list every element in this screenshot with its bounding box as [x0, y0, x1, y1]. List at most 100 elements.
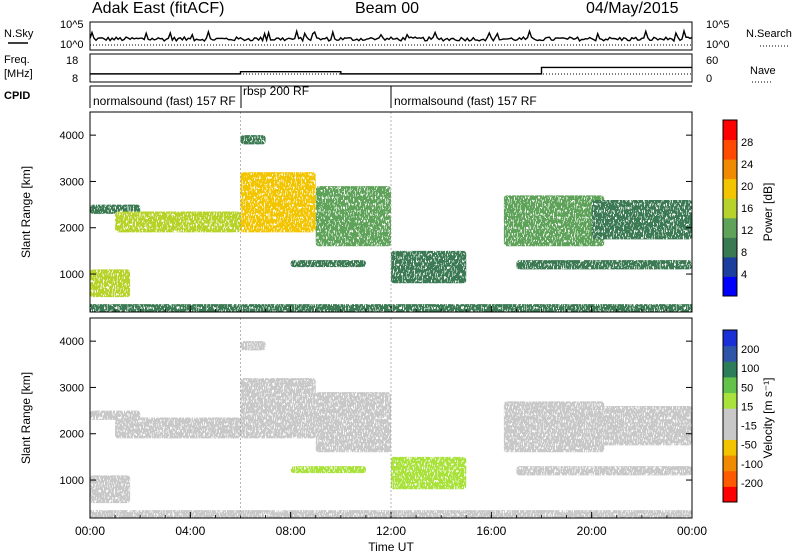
- velocity-feature-9: [516, 466, 692, 476]
- colorbar-frame: [722, 119, 738, 297]
- colorbar-tick-label: 20: [741, 181, 753, 193]
- date-title: 04/May/2015: [586, 0, 679, 17]
- noise-panel: N.Sky 10^5 10^0 10^5 10^0 N.Search: [4, 19, 792, 51]
- x-tick-label: 12:00: [376, 524, 406, 538]
- velocity-feature-7: [391, 456, 467, 490]
- colorbar-swatch: [723, 159, 737, 180]
- power-scatter: [90, 135, 692, 312]
- colorbar-swatch: [723, 486, 737, 503]
- velocity-scatter: [90, 341, 692, 518]
- x-tick-label: 04:00: [175, 524, 205, 538]
- noise-tick-left-bottom: 10^0: [60, 39, 84, 51]
- noise-tick-right-bottom: 10^0: [706, 39, 730, 51]
- colorbar-swatch: [723, 376, 737, 394]
- colorbar-tick-label: 15: [741, 401, 753, 413]
- freq-tick-top: 18: [66, 55, 78, 67]
- velocity-feature-0: [90, 475, 131, 504]
- colorbar-tick-label: -15: [741, 421, 757, 433]
- power-feature-10: [591, 199, 692, 240]
- colorbar-tick-label: 50: [741, 382, 753, 394]
- power-feature-8: [503, 195, 605, 247]
- velocity-colorbar-label: Velocity [m s⁻¹]: [761, 377, 775, 458]
- colorbar-swatch: [723, 217, 737, 238]
- cpid-label: CPID: [4, 90, 30, 102]
- cpid-segment-2: rbsp 200 RF: [243, 84, 309, 98]
- y-tick-label: 2000: [60, 223, 84, 235]
- velocity-feature-8: [503, 401, 605, 453]
- velocity-colorbar: 200 100 50 15 -15 -50 -100 -200: [722, 329, 763, 503]
- colorbar-swatch: [723, 120, 737, 141]
- freq-tick-bottom: 8: [72, 73, 78, 85]
- y-tick-label: 4000: [60, 130, 84, 142]
- colorbar-swatch: [723, 139, 737, 160]
- power-feature-6: [290, 260, 366, 268]
- colorbar-tick-label: -50: [741, 440, 757, 452]
- colorbar-frame: [722, 329, 738, 503]
- power-y-axis-label: Slant Range [km]: [19, 166, 33, 258]
- x-tick-labels: 00:00 04:00 08:00 12:00 16:00 20:00 00:00: [75, 524, 707, 538]
- colorbar-tick-label: 200: [741, 344, 759, 356]
- colorbar-swatch: [723, 361, 737, 378]
- colorbar-swatch: [723, 470, 737, 487]
- colorbar-tick-label: 100: [741, 363, 759, 375]
- power-colorbar-label: Power [dB]: [761, 183, 775, 242]
- colorbar-swatch: [723, 439, 737, 456]
- freq-panel: Freq. [MHz] 18 8 60 0 Nave: [4, 53, 776, 85]
- y-tick-label: 2000: [60, 429, 84, 441]
- colorbar-tick-label: 24: [741, 159, 753, 171]
- power-feature-2: [115, 211, 241, 233]
- power-feature-4: [240, 135, 266, 145]
- x-tick-label: 16:00: [476, 524, 506, 538]
- nave-label: Nave: [750, 65, 776, 77]
- power-panel: 1000 2000 3000 4000 Slant Range [km]: [19, 111, 693, 313]
- x-tick-label: 08:00: [276, 524, 306, 538]
- colorbar-swatch: [723, 455, 737, 472]
- y-tick-label: 3000: [60, 176, 84, 188]
- power-feature-7: [391, 250, 467, 284]
- colorbar-swatch: [723, 178, 737, 199]
- colorbar-tick-label: -200: [741, 478, 763, 490]
- power-feature-9: [516, 260, 692, 270]
- colorbar-tick-label: 28: [741, 137, 753, 149]
- nsky-label: N.Sky: [4, 28, 34, 40]
- colorbar-tick-label: 12: [741, 225, 753, 237]
- colorbar-swatch: [723, 392, 737, 409]
- colorbar-tick-label: 16: [741, 203, 753, 215]
- colorbar-tick-label: -100: [741, 459, 763, 471]
- cpid-segment-1: normalsound (fast) 157 RF: [93, 94, 236, 108]
- freq-label: Freq.: [4, 54, 30, 66]
- power-feature-0: [90, 269, 131, 298]
- x-tick-label: 00:00: [75, 524, 105, 538]
- colorbar-swatch: [723, 256, 737, 277]
- colorbar-tick-label: 4: [741, 269, 747, 281]
- noise-tick-right-top: 10^5: [706, 19, 730, 31]
- freq-trace: [90, 66, 692, 75]
- colorbar-swatch: [723, 237, 737, 258]
- y-tick-label: 1000: [60, 475, 84, 487]
- colorbar-swatch: [723, 198, 737, 219]
- colorbar-swatch: [723, 423, 737, 440]
- velocity-feature-3: [240, 378, 316, 439]
- velocity-feature-5: [315, 392, 391, 453]
- colorbar-swatch: [723, 330, 737, 347]
- colorbar-swatch: [723, 408, 737, 425]
- power-feature-5: [315, 186, 391, 247]
- nave-tick-bottom: 0: [706, 73, 712, 85]
- velocity-feature-1: [90, 410, 141, 420]
- x-tick-label: 00:00: [677, 524, 707, 538]
- y-tick-label: 3000: [60, 382, 84, 394]
- mhz-label: [MHz]: [4, 68, 33, 80]
- x-tick-label: 20:00: [577, 524, 607, 538]
- power-axes: 1000 2000 3000 4000: [60, 112, 693, 312]
- colorbar-tick-label: 8: [741, 247, 747, 259]
- velocity-y-axis-label: Slant Range [km]: [19, 372, 33, 464]
- velocity-feature-10: [591, 405, 692, 446]
- power-colorbar: 28 24 20 16 12 8 4: [722, 119, 753, 297]
- power-feature-3: [240, 172, 316, 233]
- x-axis-label: Time UT: [368, 540, 414, 554]
- cpid-segment-3: normalsound (fast) 157 RF: [394, 94, 537, 108]
- frequency-line: [90, 66, 692, 75]
- velocity-feature-6: [290, 466, 366, 474]
- cpid-panel: CPID normalsound (fast) 157 RF rbsp 200 …: [4, 84, 692, 108]
